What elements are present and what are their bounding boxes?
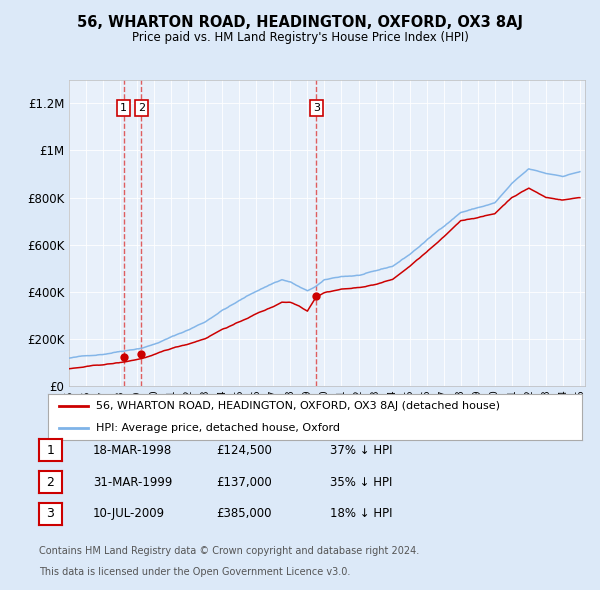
Text: Price paid vs. HM Land Registry's House Price Index (HPI): Price paid vs. HM Land Registry's House … [131, 31, 469, 44]
Text: 35% ↓ HPI: 35% ↓ HPI [330, 476, 392, 489]
Text: 56, WHARTON ROAD, HEADINGTON, OXFORD, OX3 8AJ: 56, WHARTON ROAD, HEADINGTON, OXFORD, OX… [77, 15, 523, 30]
Text: £385,000: £385,000 [216, 507, 271, 520]
Text: 56, WHARTON ROAD, HEADINGTON, OXFORD, OX3 8AJ (detached house): 56, WHARTON ROAD, HEADINGTON, OXFORD, OX… [96, 401, 500, 411]
Text: £124,500: £124,500 [216, 444, 272, 457]
Text: This data is licensed under the Open Government Licence v3.0.: This data is licensed under the Open Gov… [39, 567, 350, 577]
Text: 3: 3 [313, 103, 320, 113]
Text: Contains HM Land Registry data © Crown copyright and database right 2024.: Contains HM Land Registry data © Crown c… [39, 546, 419, 556]
Text: 2: 2 [46, 476, 55, 489]
Text: 37% ↓ HPI: 37% ↓ HPI [330, 444, 392, 457]
Text: 18% ↓ HPI: 18% ↓ HPI [330, 507, 392, 520]
Text: 2: 2 [138, 103, 145, 113]
Text: £137,000: £137,000 [216, 476, 272, 489]
Text: 1: 1 [46, 444, 55, 457]
Text: 3: 3 [46, 507, 55, 520]
Text: 18-MAR-1998: 18-MAR-1998 [93, 444, 172, 457]
Text: HPI: Average price, detached house, Oxford: HPI: Average price, detached house, Oxfo… [96, 423, 340, 433]
Text: 1: 1 [120, 103, 127, 113]
Text: 31-MAR-1999: 31-MAR-1999 [93, 476, 172, 489]
Text: 10-JUL-2009: 10-JUL-2009 [93, 507, 165, 520]
